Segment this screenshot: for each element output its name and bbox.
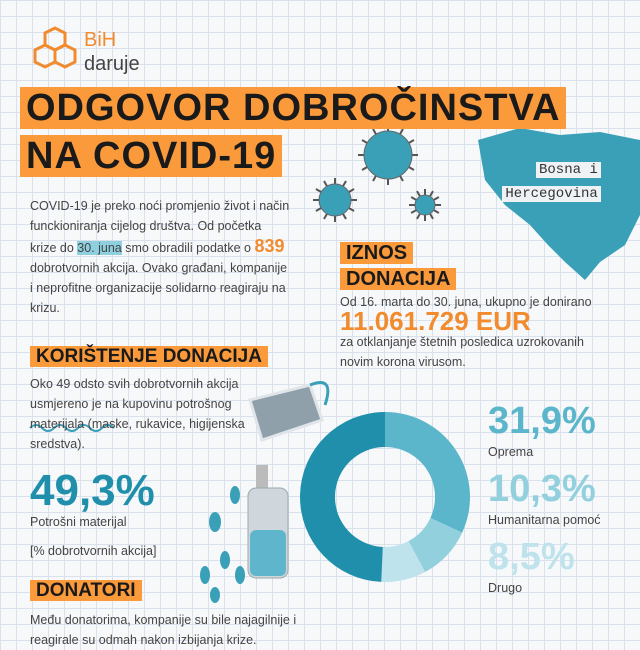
title: NA COVID-19: [20, 135, 283, 177]
drops: [200, 486, 245, 603]
intro-text: smo obradili podatke o: [121, 241, 255, 255]
stat-label: Potrošni materijal: [30, 515, 127, 529]
virus: [414, 194, 436, 216]
logo-icon: [33, 26, 77, 69]
usage-heading-wrap: KORIŠTENJE DONACIJA: [30, 346, 268, 368]
stat-value: 10,3%: [488, 468, 596, 510]
intro: COVID-19 je preko noći promjenio život i…: [30, 196, 290, 318]
stat-value: 49,3%: [30, 466, 155, 515]
map-label: Bosna i Hercegovina: [502, 158, 601, 206]
donut-segment: [408, 518, 463, 572]
donors-text: Među donatorima, kompanije su bile najag…: [30, 613, 297, 647]
donors-heading-wrap: DONATORI: [30, 580, 142, 602]
amount-total: 11.061.729 EUR: [340, 306, 531, 336]
map-label-line: Bosna i: [536, 162, 601, 178]
heading: DONATORI: [30, 580, 142, 601]
stat-label: Drugo: [488, 581, 523, 595]
virus: [363, 130, 413, 180]
donut: [299, 412, 470, 582]
viruses: [313, 125, 441, 222]
donut-segment: [381, 541, 426, 582]
intro-text: COVID-19 je preko noći promjenio život i…: [30, 199, 290, 255]
usage-text: Oko 49 odsto svih dobrotvornih akcija us…: [30, 377, 245, 451]
intro-text: dobrotvornih akcija. Ovako građani, komp…: [30, 261, 288, 315]
heading: DONACIJA: [340, 268, 457, 290]
amount-lead: Od 16. marta do 30. juna, ukupno je doni…: [340, 295, 592, 309]
stat-value: 31,9%: [488, 400, 596, 442]
stat-label: Oprema: [488, 445, 534, 459]
virus: [318, 183, 352, 217]
donut-segment: [299, 412, 385, 582]
title-line2: NA COVID-19: [20, 134, 283, 178]
stat-label: Humanitarna pomoć: [488, 513, 601, 527]
intro-count: 839: [254, 236, 285, 256]
mask: [248, 381, 330, 442]
donut-segment: [385, 412, 470, 533]
footnote: [% dobrotvornih akcija]: [30, 544, 157, 558]
amount-heading: IZNOS DONACIJA: [340, 240, 457, 292]
intro-date: 30. juna: [77, 241, 122, 255]
underline-squiggle: [29, 424, 115, 432]
heading: KORIŠTENJE DONACIJA: [30, 346, 268, 367]
brand-line2: daruje: [84, 53, 140, 75]
map-label-line: Hercegovina: [502, 186, 601, 202]
title-line1: ODGOVOR DOBROČINSTVA: [20, 86, 567, 130]
amount-note: za otklanjanje štetnih posledica uzrokov…: [340, 335, 584, 369]
heading: IZNOS: [340, 242, 414, 264]
sanitizer: [247, 465, 289, 579]
title: ODGOVOR DOBROČINSTVA: [20, 87, 567, 129]
brand-line1: BiH: [84, 29, 117, 51]
stat-value: 8,5%: [488, 536, 575, 578]
